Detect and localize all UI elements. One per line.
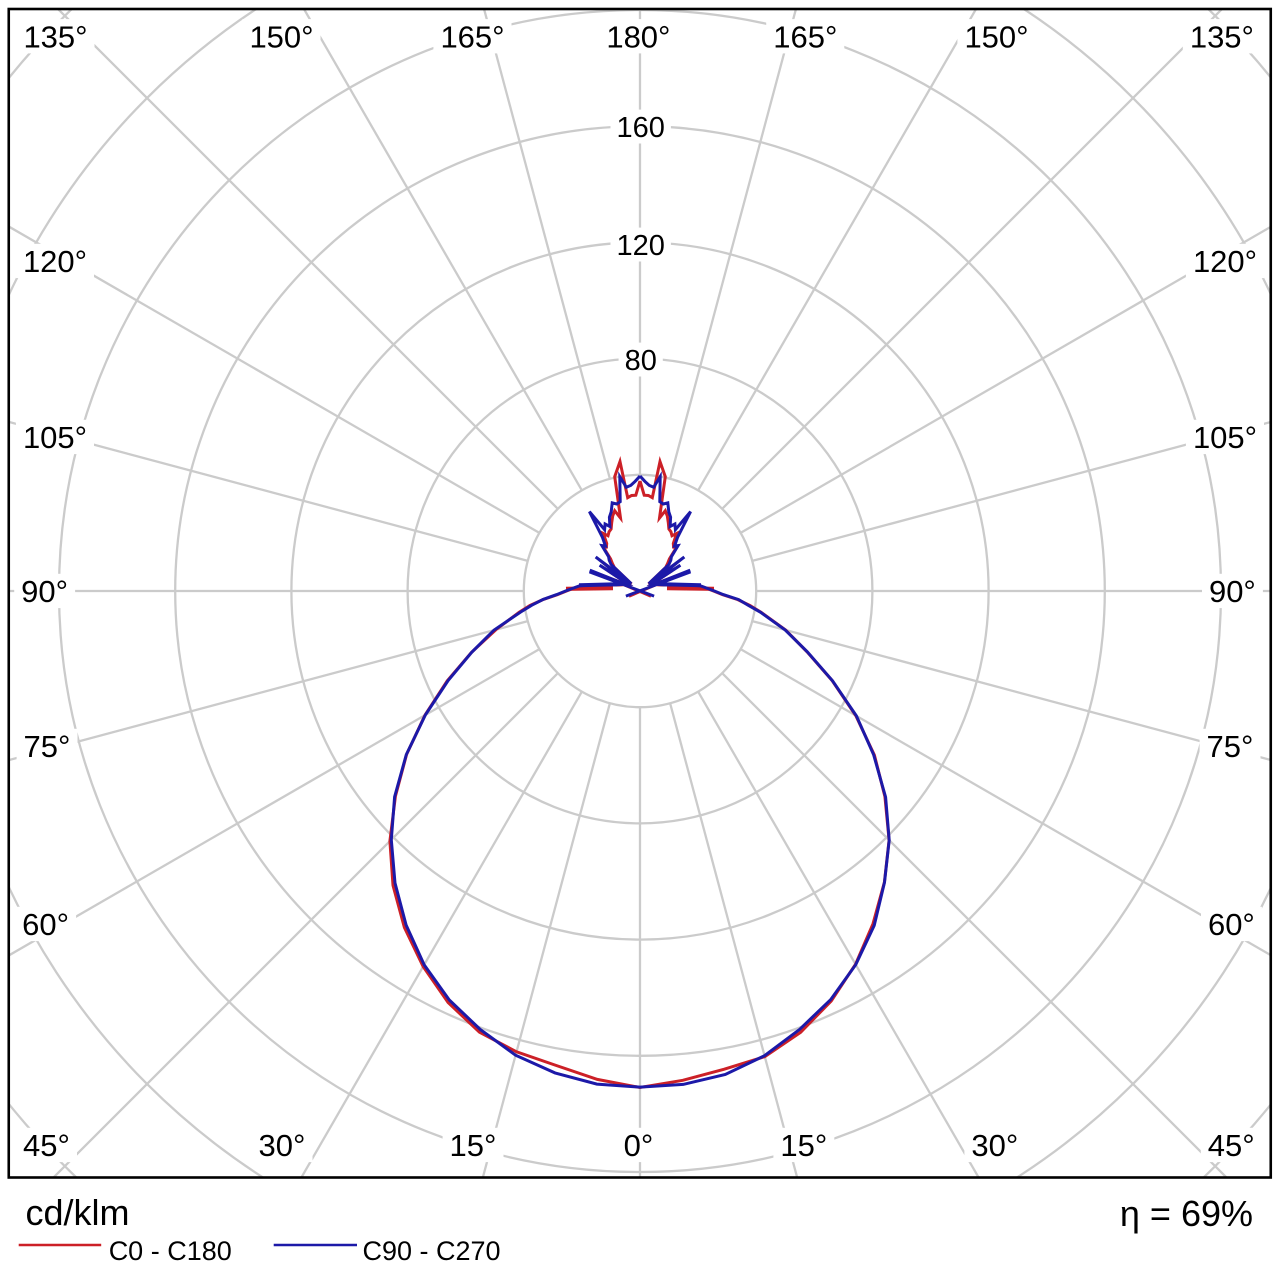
svg-text:120°: 120°	[1193, 244, 1257, 279]
svg-text:120°: 120°	[23, 244, 87, 279]
svg-text:75°: 75°	[24, 729, 71, 764]
svg-text:45°: 45°	[23, 1128, 70, 1163]
svg-text:90°: 90°	[21, 574, 68, 609]
svg-text:C90 - C270: C90 - C270	[363, 1236, 501, 1266]
svg-text:60°: 60°	[1208, 907, 1255, 942]
svg-text:105°: 105°	[1193, 420, 1257, 455]
svg-text:0°: 0°	[624, 1128, 654, 1163]
svg-text:η = 69%: η = 69%	[1120, 1193, 1253, 1234]
svg-text:180°: 180°	[606, 19, 670, 54]
svg-text:160: 160	[617, 112, 665, 144]
svg-text:15°: 15°	[450, 1128, 497, 1163]
svg-text:165°: 165°	[773, 19, 837, 54]
svg-text:135°: 135°	[23, 19, 87, 54]
svg-text:60°: 60°	[22, 907, 69, 942]
svg-text:165°: 165°	[440, 19, 504, 54]
svg-text:150°: 150°	[964, 19, 1028, 54]
svg-text:105°: 105°	[23, 420, 87, 455]
svg-text:45°: 45°	[1208, 1128, 1255, 1163]
svg-text:15°: 15°	[780, 1128, 827, 1163]
svg-text:90°: 90°	[1209, 574, 1256, 609]
svg-text:30°: 30°	[259, 1128, 306, 1163]
svg-text:135°: 135°	[1190, 19, 1254, 54]
svg-text:75°: 75°	[1207, 729, 1254, 764]
svg-text:120: 120	[617, 230, 665, 262]
svg-text:C0 - C180: C0 - C180	[109, 1236, 232, 1266]
svg-text:cd/klm: cd/klm	[26, 1192, 130, 1233]
svg-text:80: 80	[625, 345, 657, 377]
svg-text:150°: 150°	[249, 19, 313, 54]
svg-text:30°: 30°	[971, 1128, 1018, 1163]
